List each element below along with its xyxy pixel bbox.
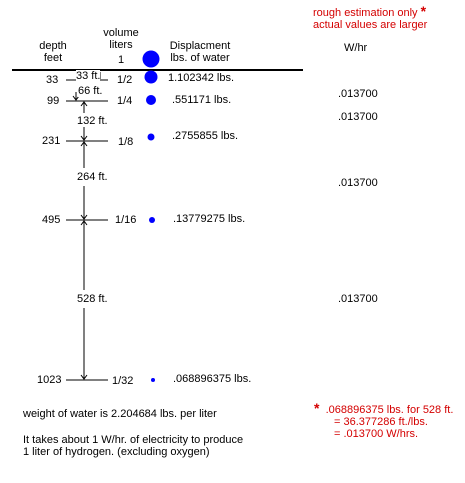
- bubble-thirtysecond-liter: [151, 378, 155, 382]
- depth-header-line-1: depth: [39, 40, 67, 52]
- displacement-header-line-2: lbs. of water: [170, 52, 230, 64]
- displacement-value: .2755855 lbs.: [172, 130, 239, 142]
- calculation-line-1: .068896375 lbs. for 528 ft.: [325, 404, 454, 416]
- estimate-note: rough estimation only * actual values ar…: [313, 3, 428, 31]
- bubble-half-liter: [144, 70, 158, 84]
- volume-value: 1/16: [115, 214, 137, 226]
- estimate-star: *: [420, 3, 427, 19]
- volume-value: 1/8: [118, 136, 134, 148]
- power-header: W/hr: [344, 42, 368, 54]
- electricity-note: It takes about 1 W/hr. of electricity to…: [23, 434, 243, 458]
- calculation-note: * .068896375 lbs. for 528 ft. = 36.37728…: [314, 400, 454, 440]
- electricity-note-line-2: 1 liter of hydrogen. (excluding oxygen): [23, 446, 210, 458]
- volume-value: 1/32: [112, 375, 134, 387]
- estimate-note-line-1: rough estimation only: [313, 7, 418, 19]
- volume-value: 1/4: [117, 95, 133, 107]
- depth-header-line-2: feet: [43, 52, 63, 64]
- power-value: .013700: [338, 111, 378, 123]
- depth-value: 231: [42, 135, 61, 147]
- volume-header-line-3: 1: [117, 54, 125, 66]
- depth-value: 495: [42, 214, 61, 226]
- interval-label: 264 ft.: [77, 171, 108, 183]
- volume-header-line-2: liters: [109, 39, 133, 51]
- depth-value: 33: [46, 74, 59, 86]
- depth-value: 99: [47, 95, 60, 107]
- electricity-note-line-1: It takes about 1 W/hr. of electricity to…: [23, 434, 244, 446]
- power-value: .013700: [338, 88, 378, 100]
- interval-label: 528 ft.: [77, 293, 108, 305]
- calculation-star: *: [314, 400, 320, 416]
- displacement-value: .13779275 lbs.: [173, 213, 246, 225]
- water-weight-note: weight of water is 2.204684 lbs. per lit…: [23, 408, 217, 420]
- interval-label: 132 ft.: [77, 115, 108, 127]
- bubble-quarter-liter: [146, 95, 156, 105]
- bubble-1-liter: [142, 50, 160, 68]
- interval-label: 66 ft.: [78, 85, 103, 97]
- volume-header-line-1: volume: [103, 27, 139, 39]
- depth-header: depth feet: [36, 40, 70, 64]
- estimate-note-line-2: actual values are larger: [313, 19, 428, 31]
- bubble-sixteenth-liter: [149, 217, 155, 223]
- displacement-header: Displacment lbs. of water: [165, 40, 235, 64]
- interval-label: 33 ft.: [76, 70, 101, 82]
- power-value: .013700: [338, 293, 378, 305]
- power-value: .013700: [338, 177, 378, 189]
- volume-header: volume liters 1: [98, 27, 144, 66]
- displacement-header-line-1: Displacment: [169, 40, 231, 52]
- calculation-line-2: = 36.377286 ft./lbs.: [334, 416, 428, 428]
- bubble-eighth-liter: [147, 133, 155, 141]
- depth-value: 1023: [37, 374, 62, 386]
- displacement-value: .068896375 lbs.: [173, 373, 252, 385]
- displacement-value: .551171 lbs.: [172, 94, 232, 106]
- volume-value: 1/2: [117, 74, 133, 86]
- displacement-value: 1.102342 lbs.: [168, 72, 235, 84]
- calculation-line-3: = .013700 W/hrs.: [334, 428, 419, 440]
